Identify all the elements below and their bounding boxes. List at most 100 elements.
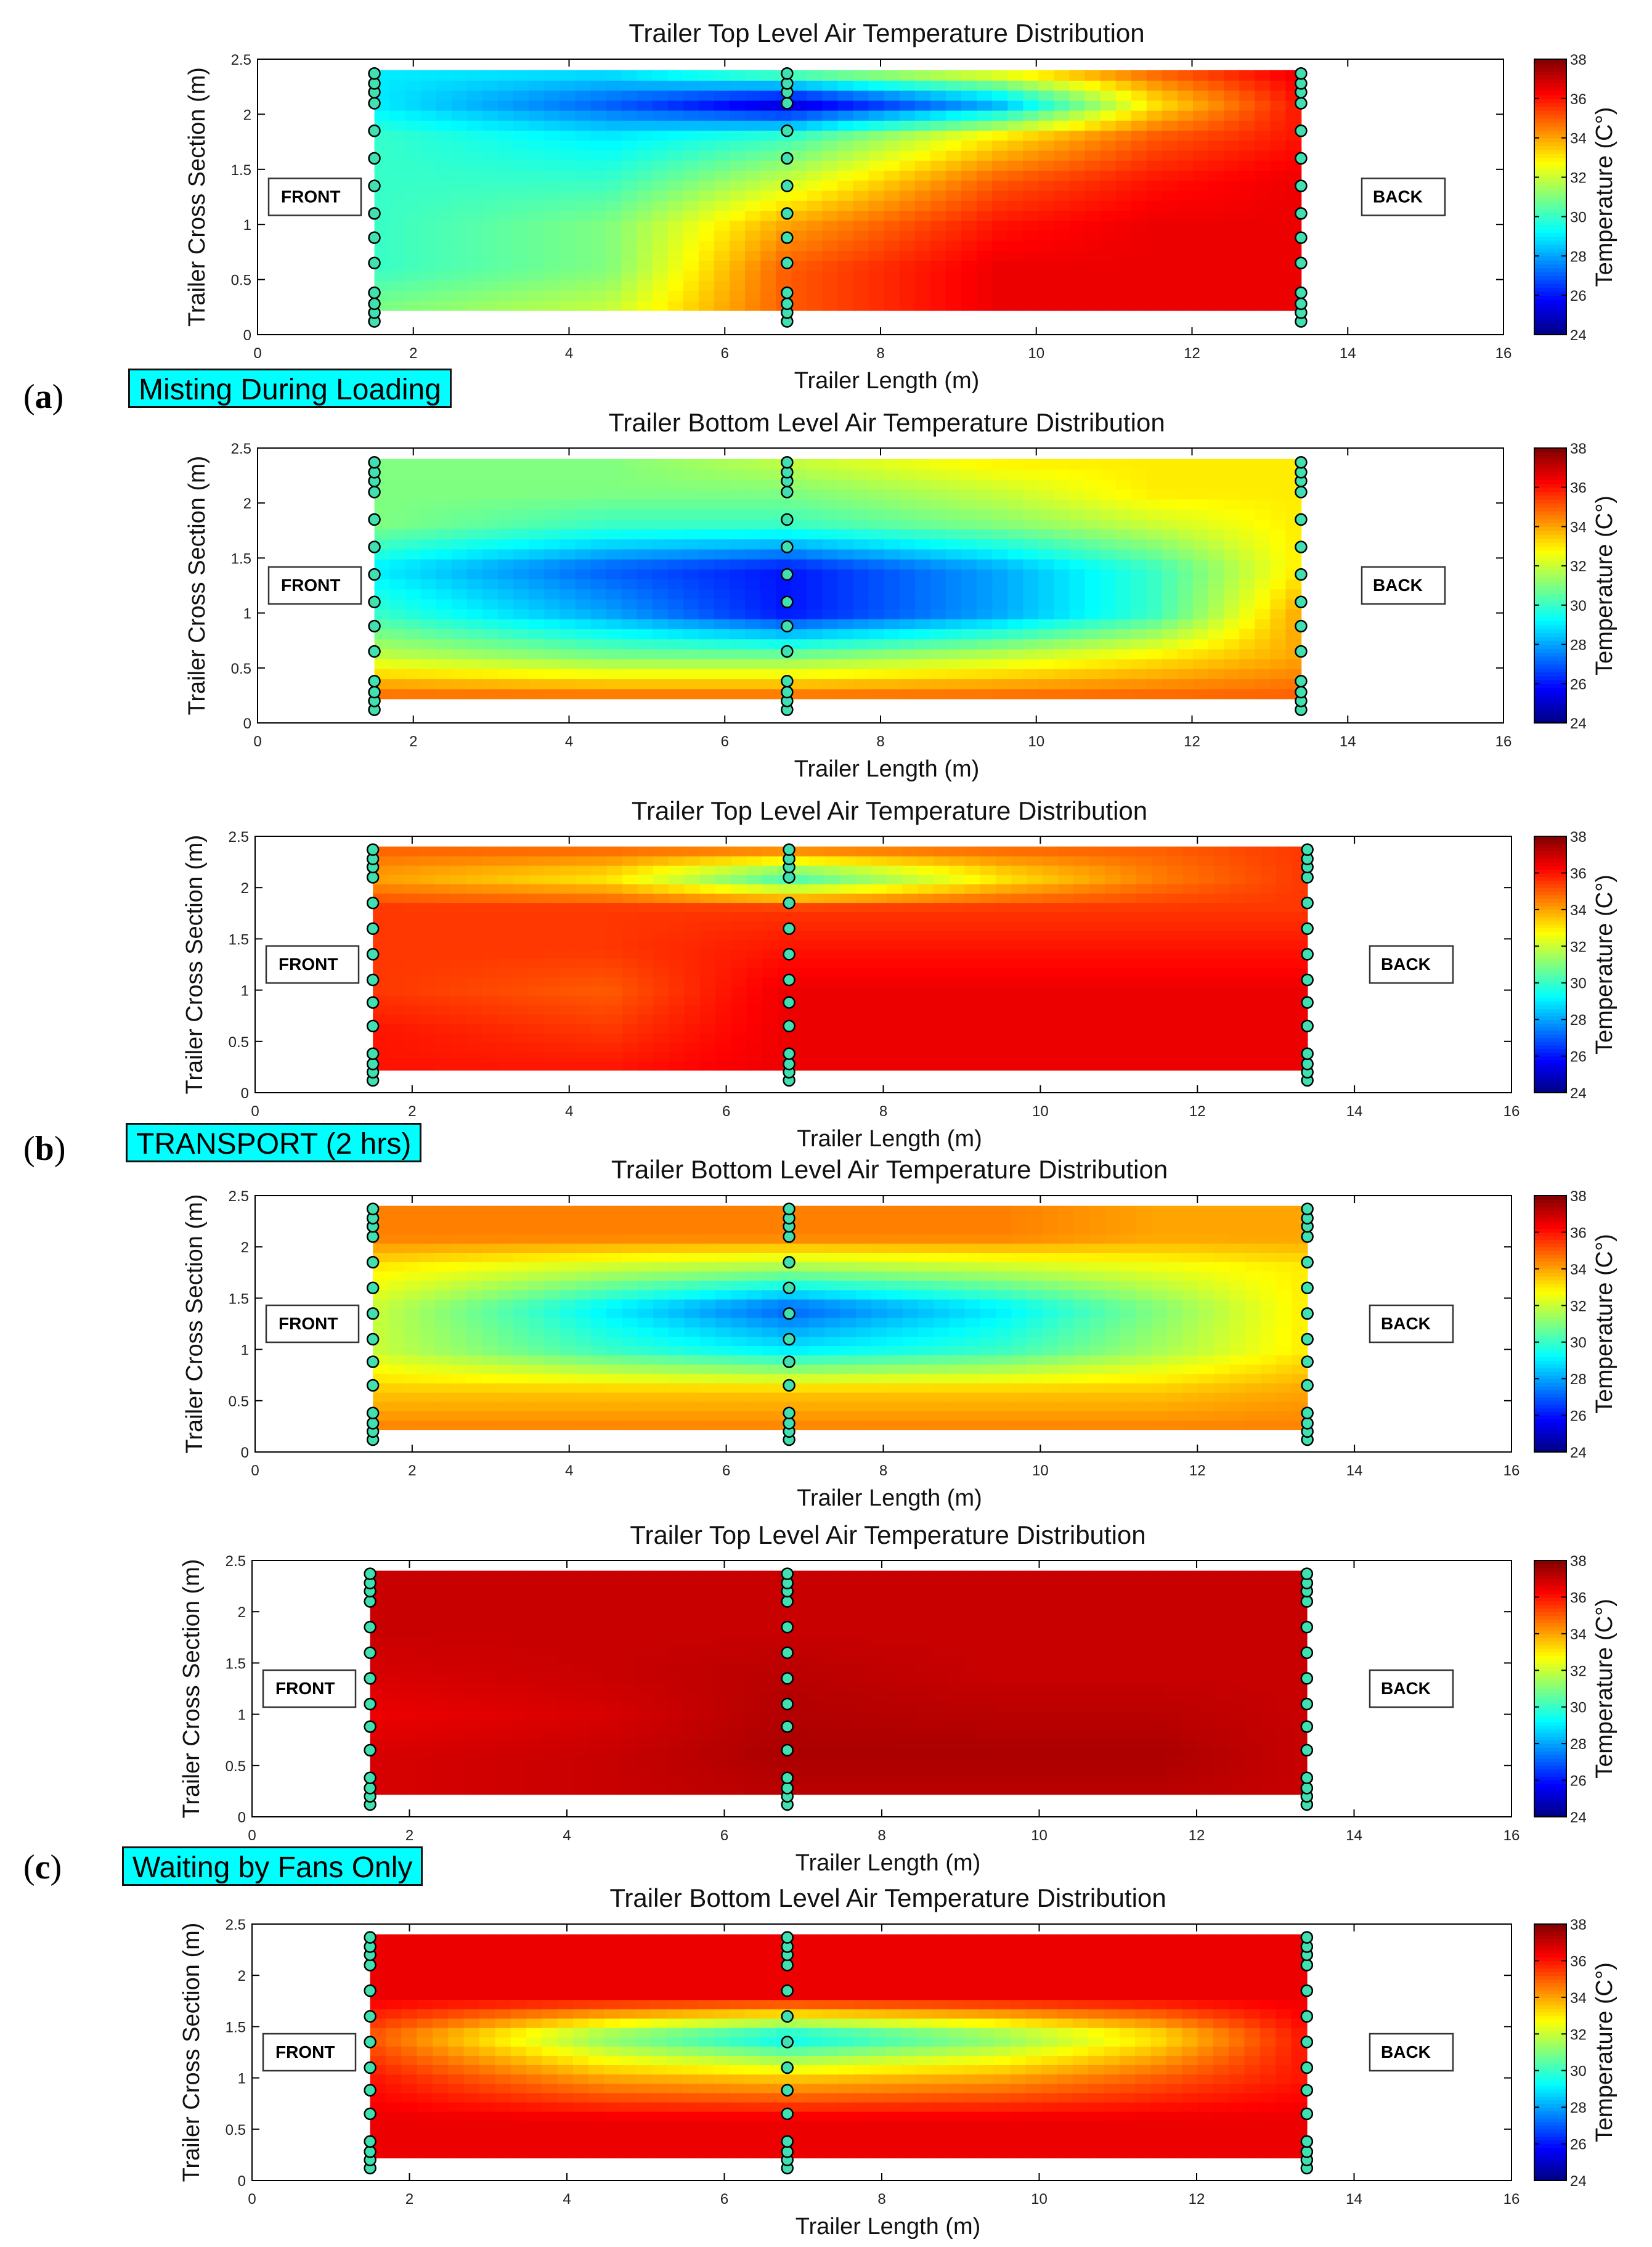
heatmap-cell [945, 619, 962, 630]
heatmap-cell [1115, 579, 1132, 590]
heatmap-cell [730, 270, 746, 281]
heatmap-cell [404, 1299, 420, 1309]
heatmap-cell [684, 939, 701, 950]
heatmap-cell [715, 977, 732, 987]
heatmap-cell [405, 200, 421, 211]
heatmap-cell [1136, 1061, 1152, 1071]
heatmap-cell [714, 300, 730, 311]
heatmap-cell [450, 893, 467, 903]
heatmap-cell [1239, 300, 1256, 311]
heatmap-cell [1177, 469, 1194, 479]
sensor-marker [783, 948, 795, 961]
heatmap-cell [622, 855, 638, 866]
heatmap-cell [373, 968, 389, 977]
heatmap-cell [436, 598, 452, 610]
heatmap-cell [930, 688, 946, 699]
heatmap-cell [1131, 459, 1147, 470]
heatmap-cell [731, 1014, 747, 1024]
heatmap-cell [1054, 688, 1070, 699]
sensor-marker [781, 231, 794, 244]
heatmap-cell [513, 469, 529, 479]
heatmap-cell [606, 270, 622, 281]
heatmap-cell [902, 1061, 919, 1071]
heatmap-cell [822, 90, 839, 101]
heatmap-cell [1239, 558, 1256, 569]
heatmap-cell [961, 579, 977, 590]
colorbar-segment [1534, 589, 1566, 594]
sensor-marker [368, 540, 381, 553]
heatmap-cell [450, 1032, 467, 1043]
heatmap-cell [404, 1234, 420, 1244]
heatmap-cell [1027, 884, 1043, 894]
heatmap-cell [544, 558, 561, 569]
heatmap-cell [1151, 911, 1168, 922]
heatmap-cell [559, 569, 576, 580]
heatmap-cell [606, 200, 622, 211]
heatmap-cell [559, 190, 576, 201]
heatmap-cell [1229, 846, 1246, 857]
heatmap-cell [1193, 270, 1209, 281]
heatmap-cell [1131, 679, 1147, 690]
heatmap-cell [871, 921, 888, 931]
heatmap-cell [1255, 270, 1271, 281]
heatmap-cell [482, 930, 498, 940]
heatmap-cell [1151, 902, 1168, 913]
heatmap-cell [837, 589, 854, 600]
heatmap-cell [575, 499, 592, 510]
heatmap-cell [930, 180, 946, 191]
colorbar-segment [1534, 1012, 1566, 1016]
heatmap-cell [776, 190, 792, 201]
heatmap-cell [1069, 459, 1086, 470]
heatmap-cell [405, 688, 421, 699]
heatmap-cell [992, 648, 1008, 659]
colorbar-tick-label: 34 [1570, 902, 1587, 919]
heatmap-cell [884, 280, 900, 291]
heatmap-cell [1245, 1023, 1261, 1034]
heatmap-cell [1177, 608, 1194, 619]
heatmap-cell [868, 80, 885, 91]
heatmap-cell [1162, 230, 1178, 241]
heatmap-cell [760, 629, 777, 640]
heatmap-cell [450, 930, 467, 940]
heatmap-cell [466, 638, 483, 650]
heatmap-cell [1043, 995, 1059, 1006]
heatmap-cell [731, 911, 747, 922]
heatmap-cell [714, 180, 730, 191]
heatmap-cell [389, 548, 406, 560]
heatmap-cell [899, 300, 916, 311]
heatmap-cell [1260, 948, 1277, 959]
heatmap-cell [669, 884, 685, 894]
heatmap-cell [1007, 140, 1024, 151]
heatmap-cell [590, 170, 607, 181]
heatmap-cell [715, 865, 732, 875]
heatmap-cell [435, 875, 452, 884]
heatmap-cell [791, 529, 808, 540]
heatmap-cell [996, 1023, 1012, 1034]
heatmap-cell [436, 479, 452, 490]
heatmap-cell [822, 160, 839, 171]
sensor-marker [1295, 645, 1308, 658]
heatmap-cell [977, 558, 993, 569]
heatmap-cell [451, 519, 468, 530]
heatmap-cell [544, 1005, 561, 1015]
colorbar-segment [1534, 216, 1566, 221]
colorbar-segment [1534, 986, 1566, 991]
heatmap-cell [652, 230, 669, 241]
heatmap-cell [1214, 846, 1231, 857]
heatmap-cell [899, 200, 916, 211]
heatmap-cell [451, 260, 468, 271]
sensor-marker [368, 513, 381, 526]
heatmap-cell [388, 1299, 405, 1309]
colorbar-segment [1534, 483, 1566, 488]
colorbar-segment [1534, 1023, 1566, 1027]
heatmap-cell [1146, 200, 1163, 211]
heatmap-cell [1084, 479, 1101, 490]
heatmap-cell [699, 846, 716, 857]
colorbar-tick-label: 30 [1570, 598, 1587, 614]
heatmap-cell [807, 638, 823, 650]
heatmap-cell [1027, 911, 1043, 922]
heatmap-cell [1239, 529, 1256, 540]
heatmap-cell [837, 499, 854, 510]
heatmap-cell [683, 688, 699, 699]
heatmap-cell [1182, 1061, 1199, 1071]
